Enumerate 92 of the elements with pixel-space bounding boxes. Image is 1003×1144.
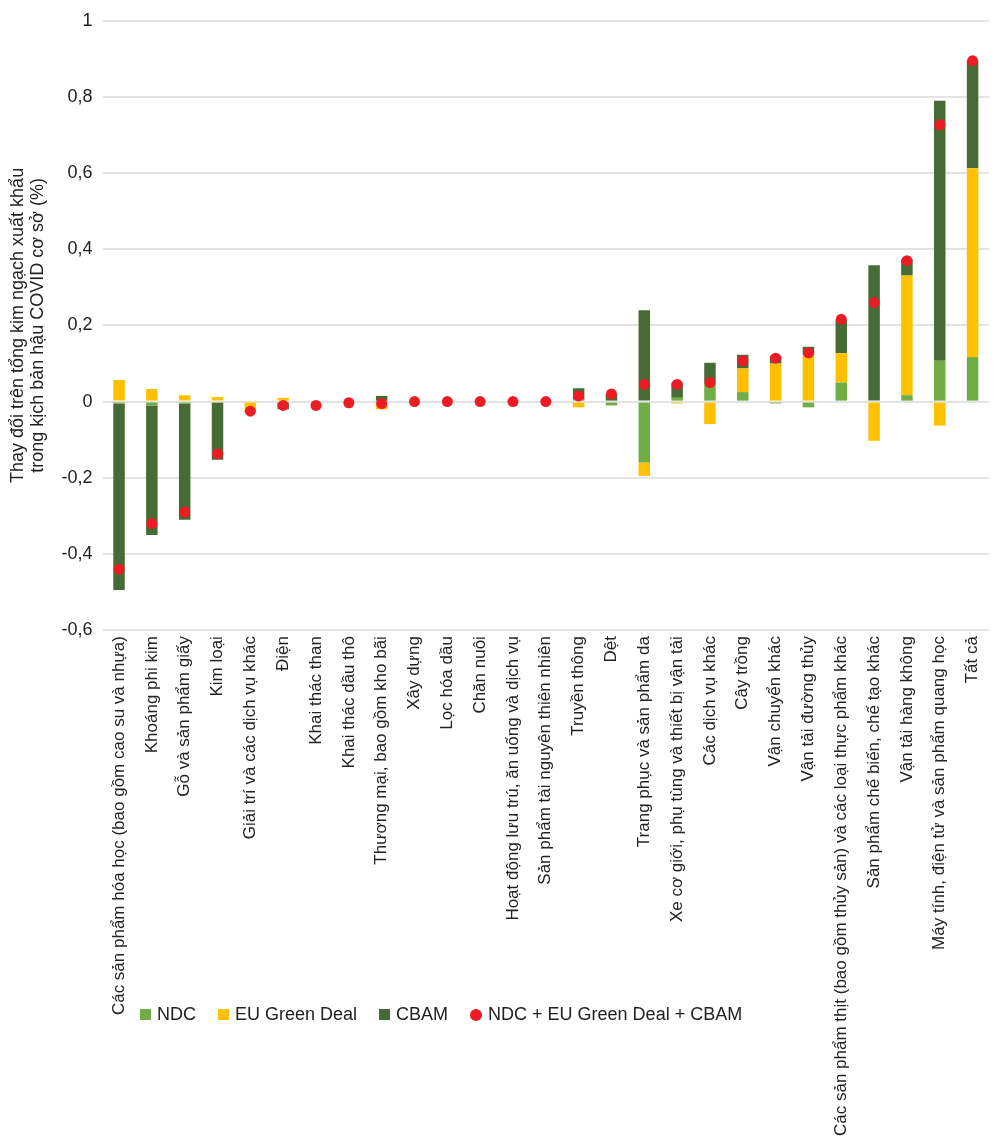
point <box>868 297 880 309</box>
x-tick-label: Cây trồng <box>732 636 752 710</box>
x-tick-label: Kim loại <box>207 636 227 697</box>
bar <box>113 379 125 401</box>
bar <box>178 395 191 401</box>
y-tick-label: 0 <box>82 390 93 411</box>
point <box>474 396 486 408</box>
point <box>343 397 355 409</box>
x-tick-label: Xây dựng <box>404 636 424 710</box>
point <box>179 506 191 518</box>
point <box>212 448 224 460</box>
point <box>835 313 847 325</box>
y-tick-label: 0,4 <box>67 238 93 259</box>
y-tick-label: 0,2 <box>67 314 93 335</box>
y-tick-label: -0,4 <box>61 542 93 563</box>
x-tick-label: Xe cơ giới, phụ tùng và thiết bị vận tải <box>666 636 686 923</box>
bar <box>802 354 815 401</box>
bar <box>966 357 979 401</box>
x-tick-label: Vận tải hàng không <box>896 636 916 783</box>
legend-label: NDC + EU Green Deal + CBAM <box>488 1004 743 1025</box>
y-tick-label: 0,8 <box>67 85 93 106</box>
point <box>934 119 946 131</box>
bar <box>638 462 651 476</box>
x-tick-label: Giải trí và các dịch vụ khác <box>240 635 260 840</box>
bar <box>934 402 946 426</box>
x-tick-label: Các sản phẩm hóa học (bao gồm cao su và nhựa) <box>108 636 128 1016</box>
x-tick-label: Các sản phẩm thịt (bao gồm thủy sản) và các loại thực phẩm khác <box>830 635 850 1136</box>
bar <box>868 402 880 441</box>
x-tick-label: Dệt <box>601 635 621 663</box>
point <box>704 377 716 389</box>
bar <box>704 402 716 425</box>
bar <box>934 100 946 361</box>
x-tick-label: Sản phẩm tài nguyên thiên nhiên <box>535 636 555 885</box>
point <box>967 55 979 67</box>
legend-label: CBAM <box>396 1004 449 1025</box>
point <box>605 388 617 400</box>
x-tick-label: Hoạt động lưu trú, ăn uống và dịch vụ <box>502 636 522 921</box>
bar <box>638 402 651 463</box>
point <box>310 399 322 411</box>
x-tick-label: Khoáng phi kim <box>141 636 161 754</box>
y-tick-label: -0,6 <box>61 619 93 640</box>
point <box>901 255 913 267</box>
y-tick-label: -0,2 <box>61 466 93 487</box>
x-tick-label: Điện <box>272 636 292 672</box>
point <box>540 396 552 408</box>
legend-label: NDC <box>157 1004 196 1025</box>
x-tick-label: Gỗ và sản phẩm giấy <box>174 635 194 797</box>
point <box>507 396 519 408</box>
bar <box>966 60 979 169</box>
bar <box>146 405 158 535</box>
bar <box>737 368 749 393</box>
bar <box>835 353 848 383</box>
x-tick-label: Máy tính, điện tử và sản phẩm quang học <box>929 635 949 950</box>
point <box>638 378 650 390</box>
bar <box>835 382 848 401</box>
bar <box>113 403 125 591</box>
point <box>146 517 158 529</box>
x-tick-label: Trang phục và sản phẩm da <box>633 635 653 848</box>
bar <box>671 397 683 401</box>
point <box>671 378 683 390</box>
x-tick-label: Truyền thông <box>568 636 588 736</box>
x-tick-label: Tất cả <box>962 635 982 684</box>
bar <box>178 403 191 520</box>
y-axis-title: Thay đổi trên tổng kim ngạch xuất khẩu trong kịch bản hậu COVID cơ sở (%) <box>6 167 47 484</box>
x-tick-label: Vận tải đường thủy <box>798 635 818 782</box>
bar <box>769 363 782 401</box>
bar <box>966 168 979 358</box>
legend-label: EU Green Deal <box>235 1004 358 1025</box>
x-tick-label: Chăn nuôi <box>469 636 489 714</box>
point <box>113 563 125 575</box>
x-tick-label: Sản phẩm chế biến, chế tạo khác <box>863 635 883 889</box>
point <box>408 396 420 408</box>
bar <box>146 389 158 401</box>
x-tick-label: Khai thác dầu thô <box>338 636 358 769</box>
bar <box>638 310 651 401</box>
bar <box>934 360 946 401</box>
point <box>802 347 814 359</box>
point <box>244 405 256 417</box>
x-tick-label: Lọc hóa dầu <box>437 636 457 730</box>
bar <box>901 275 913 396</box>
x-tick-label: Vận chuyển khác <box>765 635 785 767</box>
bar <box>868 265 880 401</box>
y-tick-label: 0,6 <box>67 162 93 183</box>
x-tick-label: Các dịch vụ khác <box>699 635 719 766</box>
y-tick-label: 1 <box>82 9 93 30</box>
bar <box>901 395 913 401</box>
bar <box>211 397 224 401</box>
point <box>376 398 388 410</box>
x-tick-label: Thương mại, bao gồm kho bãi <box>371 636 391 865</box>
x-tick-label: Khai thác than <box>305 636 325 745</box>
bar <box>737 392 749 401</box>
point <box>441 396 453 408</box>
